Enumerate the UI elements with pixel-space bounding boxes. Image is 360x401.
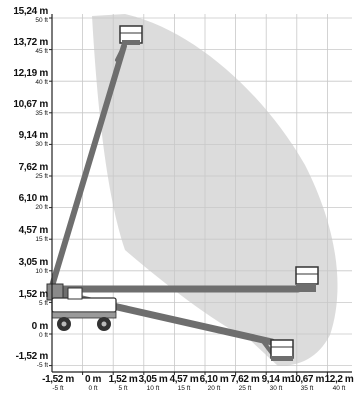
x-axis-label: 12,2 m 40 ft	[324, 374, 354, 392]
x-axis-label: 7,62 m 25 ft	[230, 374, 260, 392]
jib-vertical	[115, 44, 126, 62]
x-axis-label: -1,52 m -5 ft	[42, 374, 74, 392]
aerial-lift-machine-icon	[46, 283, 117, 331]
x-axis-label: 6,10 m 20 ft	[199, 374, 229, 392]
y-axis-label: 7,62 m 25 ft	[18, 162, 49, 180]
y-axis-label: -1,52 m -5 ft	[15, 351, 49, 369]
y-axis-label: 6,10 m 20 ft	[18, 193, 49, 211]
y-axis-label: 13,72 m 45 ft	[13, 37, 48, 55]
y-axis-label: 10,67 m 35 ft	[13, 99, 48, 117]
x-axis-label: 4,57 m 15 ft	[169, 374, 199, 392]
platform-basket-icon	[119, 25, 143, 45]
y-axis-label: 15,24 m 50 ft	[13, 6, 48, 24]
x-axis-label: 3,05 m 10 ft	[138, 374, 168, 392]
platform-basket-icon	[295, 266, 319, 292]
x-axis-label: 10,67 m 35 ft	[290, 374, 324, 392]
y-axis-label: 3,05 m 10 ft	[18, 257, 49, 275]
y-axis-label: 12,19 m 40 ft	[13, 68, 48, 86]
y-axis-label: 9,14 m 30 ft	[18, 130, 49, 148]
boom-vertical	[49, 43, 127, 289]
y-axis-label: 4,57 m 15 ft	[18, 225, 49, 243]
working-envelope	[92, 14, 338, 366]
grid-lines	[52, 14, 352, 372]
x-axis-label: 9,14 m 30 ft	[261, 374, 291, 392]
platform-basket-icon	[270, 339, 294, 361]
